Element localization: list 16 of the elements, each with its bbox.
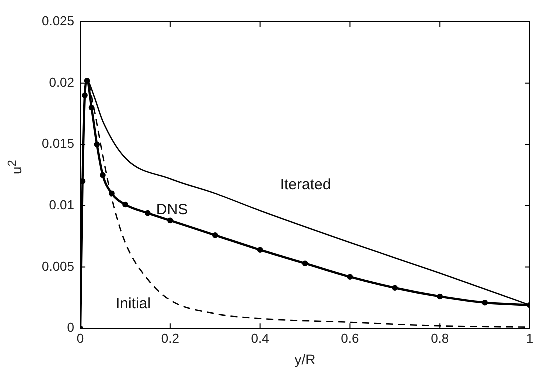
x-tick-label: 0.4: [251, 330, 270, 346]
y-tick-label: 0.005: [42, 258, 75, 274]
x-tick-label: 1: [526, 330, 534, 346]
series-label: DNS: [156, 201, 188, 218]
x-tick-label: 0: [76, 330, 84, 346]
y-tick-label: 0.025: [42, 14, 75, 29]
y-tick-label: 0.015: [42, 136, 75, 152]
x-tick-label: 0.2: [161, 330, 180, 346]
x-axis-title: y/R: [294, 351, 316, 368]
y-tick-label: 0.01: [49, 198, 75, 213]
series-label: Iterated: [280, 176, 332, 194]
y-tick-label: 0.02: [49, 74, 75, 90]
y-tick-label: 0: [67, 320, 75, 336]
series-label: Initial: [116, 295, 151, 312]
x-tick-label: 0.8: [431, 330, 450, 346]
x-tick-label: 0.6: [341, 330, 360, 346]
